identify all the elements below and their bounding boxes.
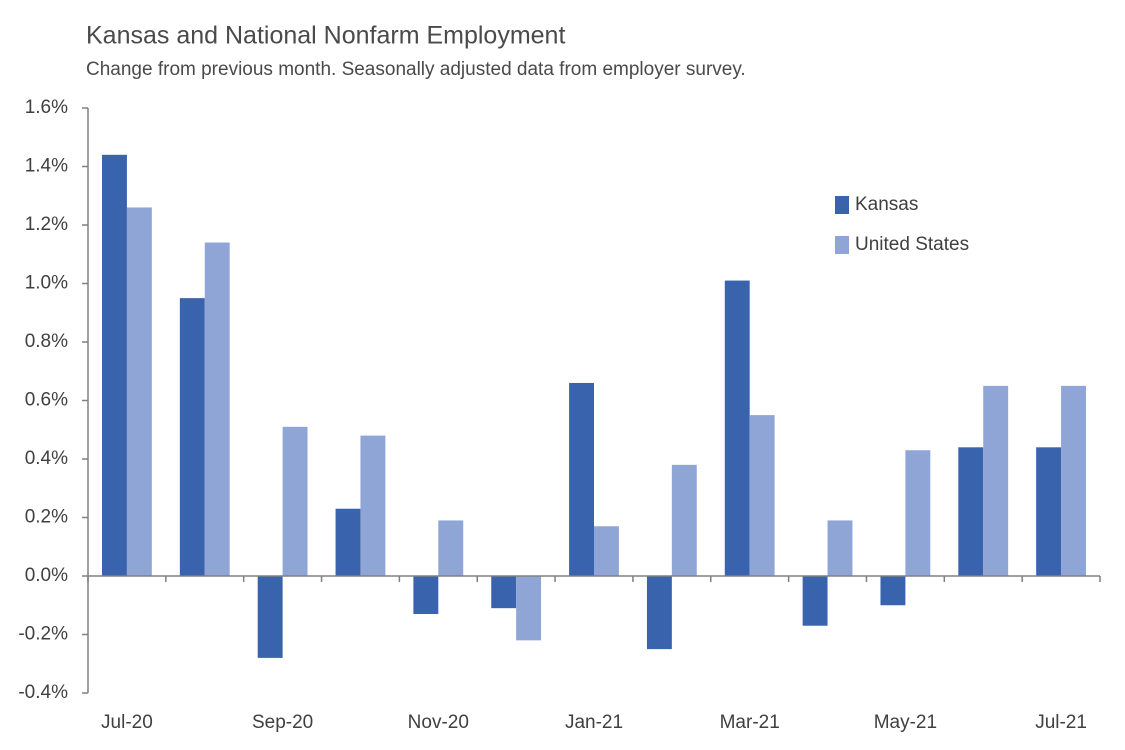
bar	[102, 154, 127, 577]
bar	[724, 280, 750, 576]
legend-swatch	[835, 196, 849, 214]
bar	[905, 450, 931, 576]
bar	[827, 520, 853, 576]
y-tick-label: 1.4%	[25, 156, 68, 177]
legend-swatch	[835, 236, 849, 254]
legend-label: Kansas	[855, 194, 918, 215]
bar	[179, 298, 205, 576]
bar	[126, 207, 152, 576]
x-tick-label: Jul-20	[101, 712, 153, 733]
y-tick-label: 0.8%	[25, 331, 68, 352]
bar	[880, 576, 906, 606]
bar	[257, 576, 283, 658]
legend-label: United States	[855, 234, 969, 255]
y-tick-label: 1.6%	[25, 97, 68, 118]
bar	[204, 242, 230, 577]
bar	[360, 435, 386, 576]
y-tick-label: -0.4%	[18, 682, 68, 703]
chart-subtitle: Change from previous month. Seasonally a…	[86, 59, 746, 80]
y-tick-label: 0.4%	[25, 448, 68, 469]
y-tick-label: 1.2%	[25, 214, 68, 235]
bar	[802, 576, 828, 626]
bar	[958, 447, 984, 576]
bar	[983, 385, 1009, 576]
x-tick-label: Sep-20	[252, 712, 313, 733]
bar	[594, 526, 619, 576]
x-tick-label: Jul-21	[1035, 712, 1087, 733]
bar	[413, 576, 439, 615]
y-tick-label: -0.2%	[18, 624, 68, 645]
bar	[335, 508, 361, 576]
bar	[646, 576, 672, 650]
x-tick-label: May-21	[874, 712, 937, 733]
x-tick-label: Jan-21	[565, 712, 623, 733]
y-tick-label: 0.2%	[25, 507, 68, 528]
bar	[282, 426, 308, 576]
x-tick-label: Mar-21	[720, 712, 780, 733]
y-tick-label: 0.6%	[25, 390, 68, 411]
y-tick-label: 1.0%	[25, 273, 68, 294]
chart-title: Kansas and National Nonfarm Employment	[86, 22, 565, 50]
bar	[1061, 385, 1086, 576]
bar	[516, 576, 542, 641]
bar	[1036, 447, 1062, 576]
bar	[438, 520, 464, 576]
y-tick-label: 0.0%	[25, 565, 68, 586]
bar	[491, 576, 517, 609]
bar	[671, 464, 697, 576]
x-tick-label: Nov-20	[408, 712, 469, 733]
bar	[569, 382, 594, 576]
bar	[749, 415, 775, 576]
